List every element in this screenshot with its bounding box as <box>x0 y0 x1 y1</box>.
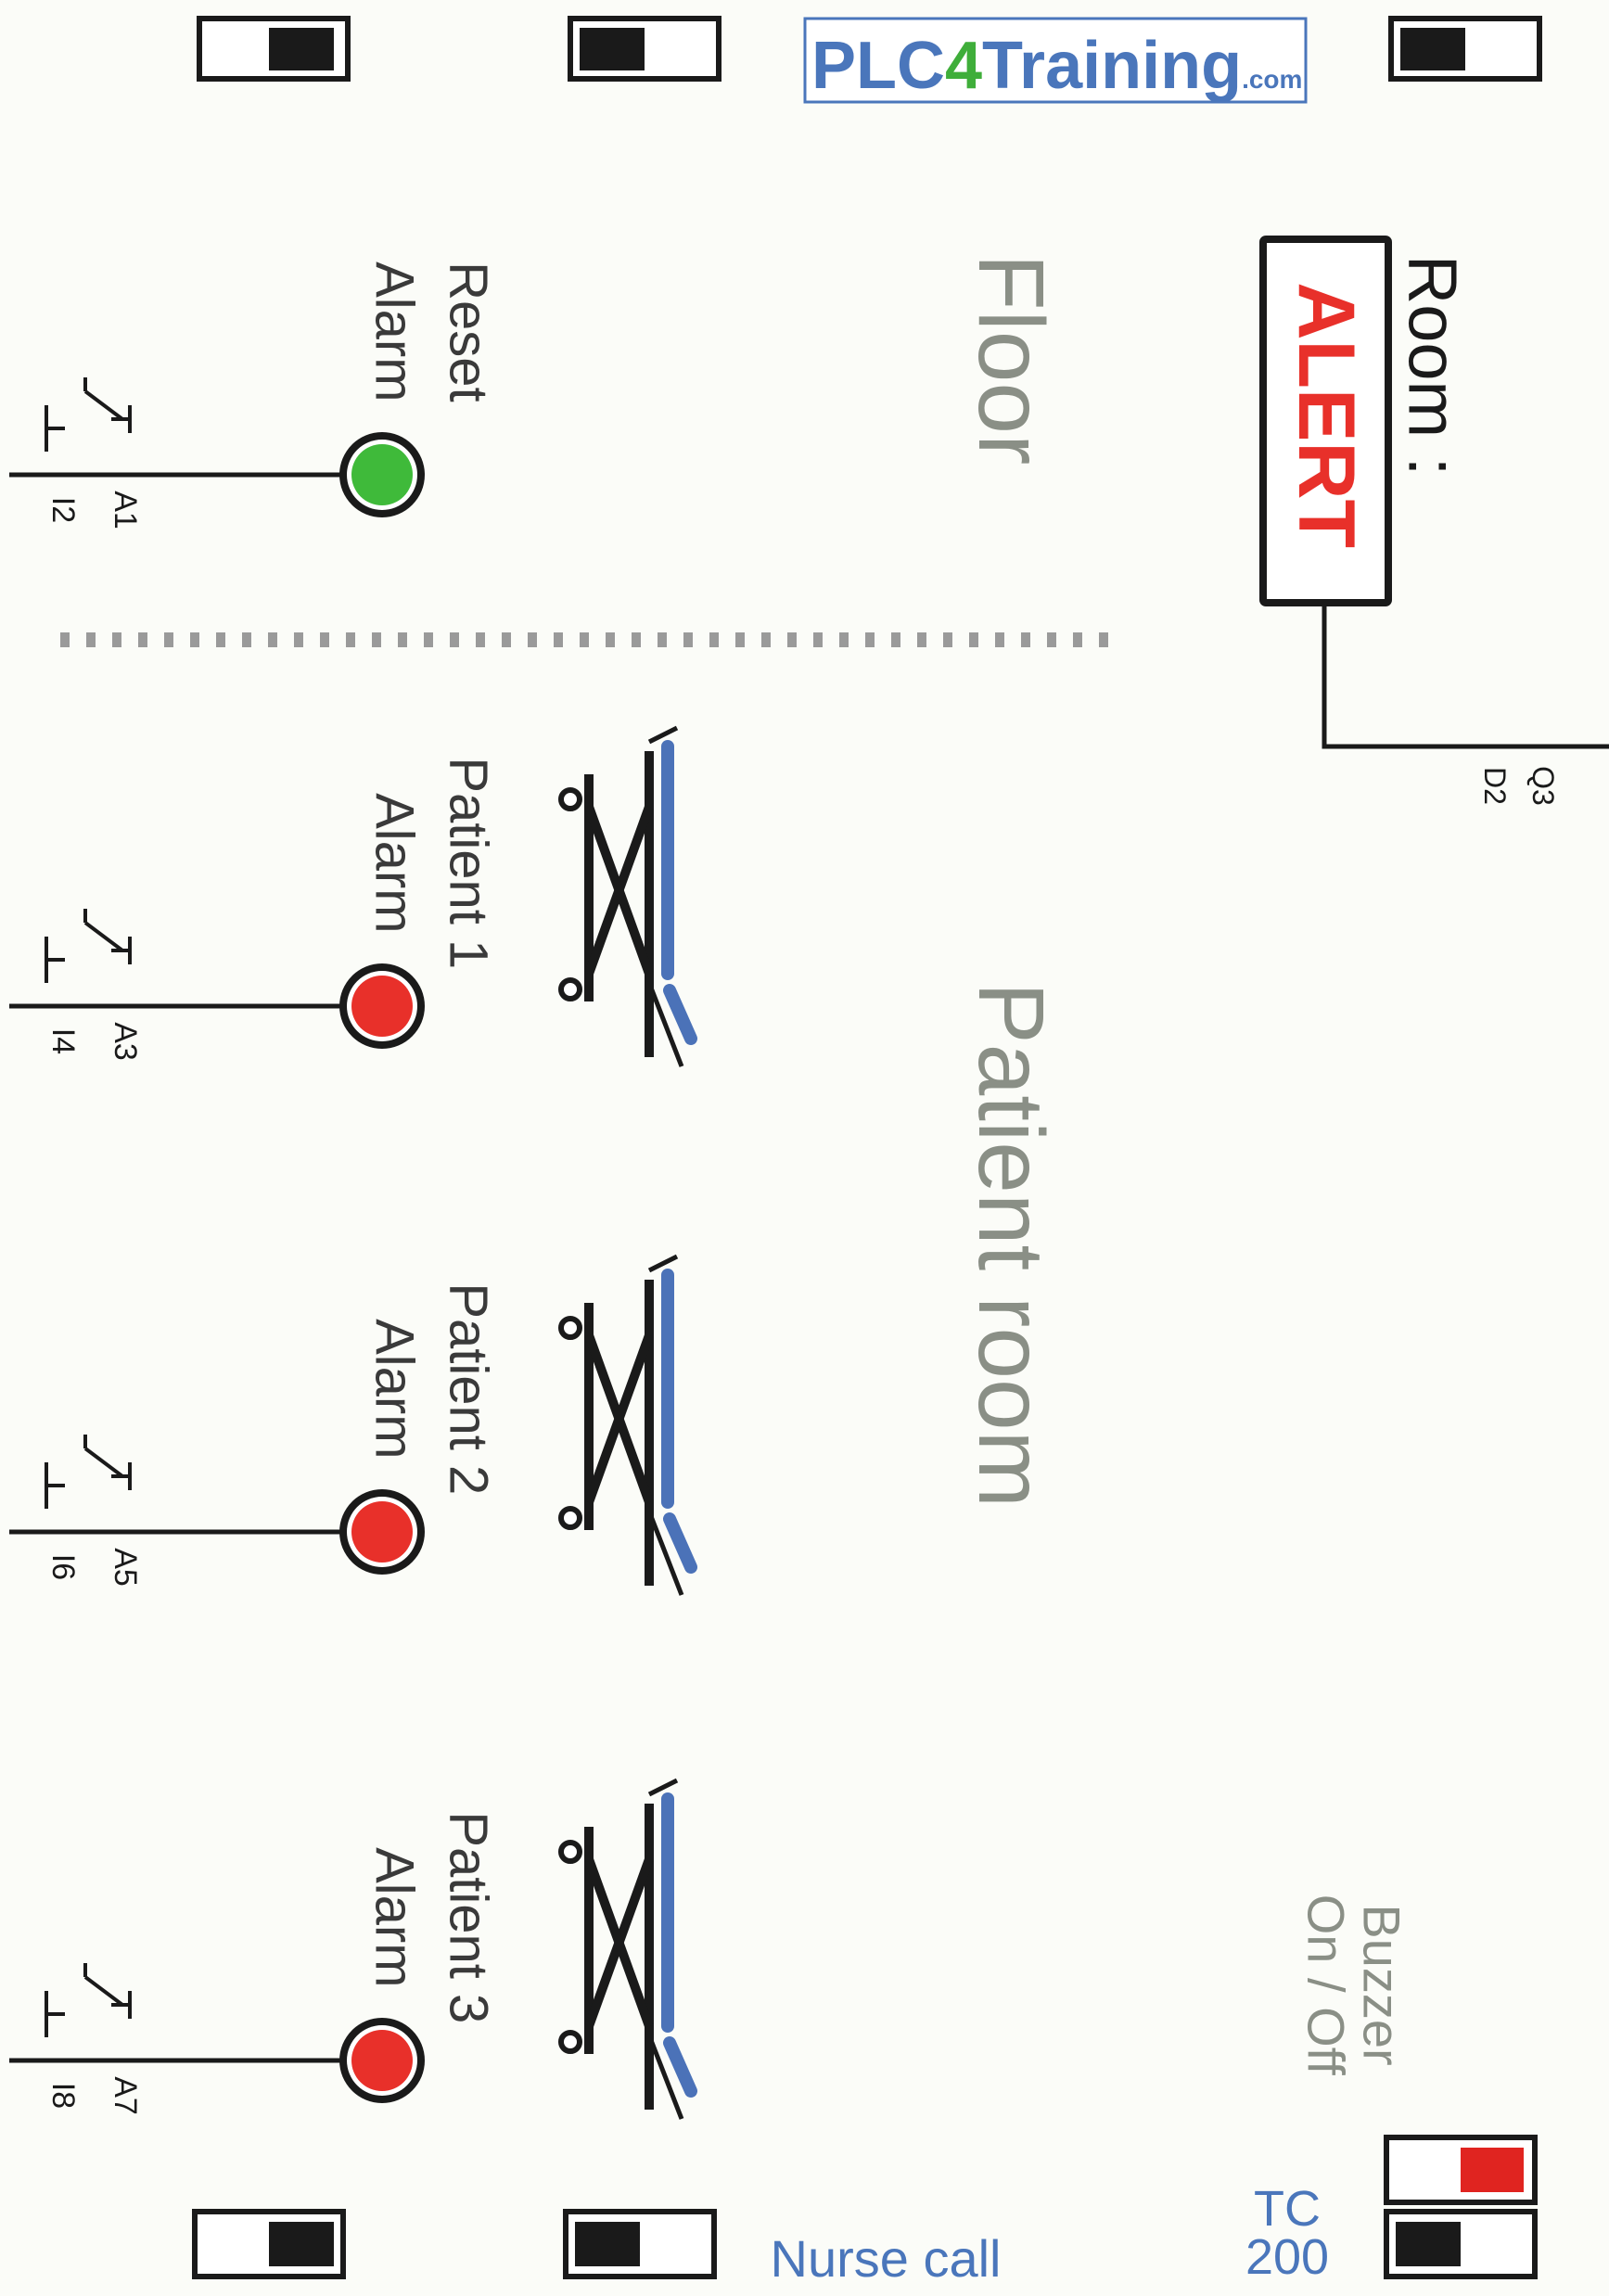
patient-bed-1 <box>558 725 697 1067</box>
button-terminal-label: A1 <box>108 491 143 529</box>
button-label-line1: Patient 3 <box>439 1811 499 2023</box>
logo-4: 4 <box>945 29 982 103</box>
model-label-line1: TC <box>1254 2181 1321 2237</box>
patient-bed-2 <box>558 1254 697 1596</box>
room-label: Room : <box>1395 255 1472 477</box>
bed-leg-rest <box>663 984 697 1045</box>
button-label-line2: Alarm <box>364 1847 425 1987</box>
room-indicator: Room : ALERT Q3 D2 <box>1259 236 1609 806</box>
bed-scissor <box>584 805 654 976</box>
bed-wheel <box>558 1316 582 1340</box>
push-button-patient2[interactable] <box>339 1489 425 1575</box>
connector-slot-bottom-1 <box>192 2209 346 2279</box>
button-label-line2: Alarm <box>364 793 425 933</box>
push-button-reset[interactable] <box>339 432 425 517</box>
button-input-label: I4 <box>45 1028 81 1054</box>
alert-wire <box>1322 605 1609 749</box>
nurse-call-label: Nurse call <box>771 2229 1002 2288</box>
patient-bed-3 <box>558 1778 697 2120</box>
alert-output-label: Q3 <box>1526 766 1560 806</box>
contact-symbol <box>45 377 132 452</box>
logo-com: .com <box>1242 65 1302 94</box>
logo-plc: PLC <box>811 29 945 103</box>
buzzer-switch[interactable] <box>1384 2135 1538 2205</box>
bed-head-rail <box>647 1254 679 1273</box>
button-input-label: I6 <box>45 1554 81 1580</box>
bed-leg-rest <box>663 2036 697 2098</box>
connector-slot-top-3 <box>1388 16 1542 82</box>
button-terminal-label: A3 <box>108 1022 143 1061</box>
bed-wheel <box>558 1506 582 1530</box>
push-button-patient1[interactable] <box>339 963 425 1049</box>
button-label-line1: Patient 2 <box>439 1282 499 1495</box>
push-button-patient3[interactable] <box>339 2018 425 2103</box>
alert-box <box>1259 236 1392 606</box>
section-title-floor: Floor <box>959 254 1063 466</box>
connector-slot-bottom-3 <box>1384 2209 1538 2279</box>
connector-slot-top-2 <box>568 16 721 82</box>
bed-wheel <box>558 2030 582 2054</box>
bed-foot-rail <box>646 1511 684 1596</box>
button-label-line2: Alarm <box>364 261 425 402</box>
button-terminal-label: A7 <box>108 2076 143 2115</box>
bed-scissor <box>584 1857 654 2028</box>
bed-leg-rest <box>663 1512 697 1574</box>
button-lamp <box>351 976 413 1037</box>
contact-symbol <box>45 909 132 983</box>
connector-slot-top-1 <box>197 16 351 82</box>
contact-symbol <box>45 1963 132 2037</box>
buzzer-label: Buzzer On / Off <box>1297 1894 1411 2075</box>
section-title-patient-room: Patient room <box>959 982 1063 1508</box>
bed-wheel <box>558 787 582 811</box>
bed-wheel <box>558 977 582 1001</box>
bed-wheel <box>558 1840 582 1864</box>
connector-slot-bottom-2 <box>563 2209 717 2279</box>
button-label-line2: Alarm <box>364 1319 425 1459</box>
model-label-line2: 200 <box>1245 2229 1329 2285</box>
buzzer-label-line1: Buzzer <box>1353 1904 1411 2065</box>
button-input-label: I2 <box>45 497 81 523</box>
buzzer-state-indicator <box>1461 2148 1524 2192</box>
bed-scissor <box>584 1333 654 1504</box>
bed-foot-rail <box>646 982 684 1067</box>
button-lamp <box>351 444 413 505</box>
button-lamp <box>351 1501 413 1563</box>
logo: PLC4Training.com <box>803 17 1308 104</box>
alert-text: ALERT <box>1282 282 1371 548</box>
alert-terminal-label: D2 <box>1478 767 1512 805</box>
button-input-label: I8 <box>45 2083 81 2109</box>
bed-head-rail <box>647 725 679 745</box>
buzzer-label-line2: On / Off <box>1297 1894 1356 2075</box>
bed-foot-rail <box>646 2035 684 2120</box>
button-label-line1: Patient 1 <box>439 757 499 969</box>
contact-symbol <box>45 1435 132 1509</box>
svg-text:PLC4Training.com: PLC4Training.com <box>811 29 1302 103</box>
bed-head-rail <box>647 1778 679 1797</box>
logo-training: Training <box>982 29 1242 103</box>
patient-beds <box>558 725 697 2120</box>
button-terminal-label: A5 <box>108 1548 143 1587</box>
button-label-line1: Reset <box>439 261 499 402</box>
button-lamp <box>351 2030 413 2091</box>
